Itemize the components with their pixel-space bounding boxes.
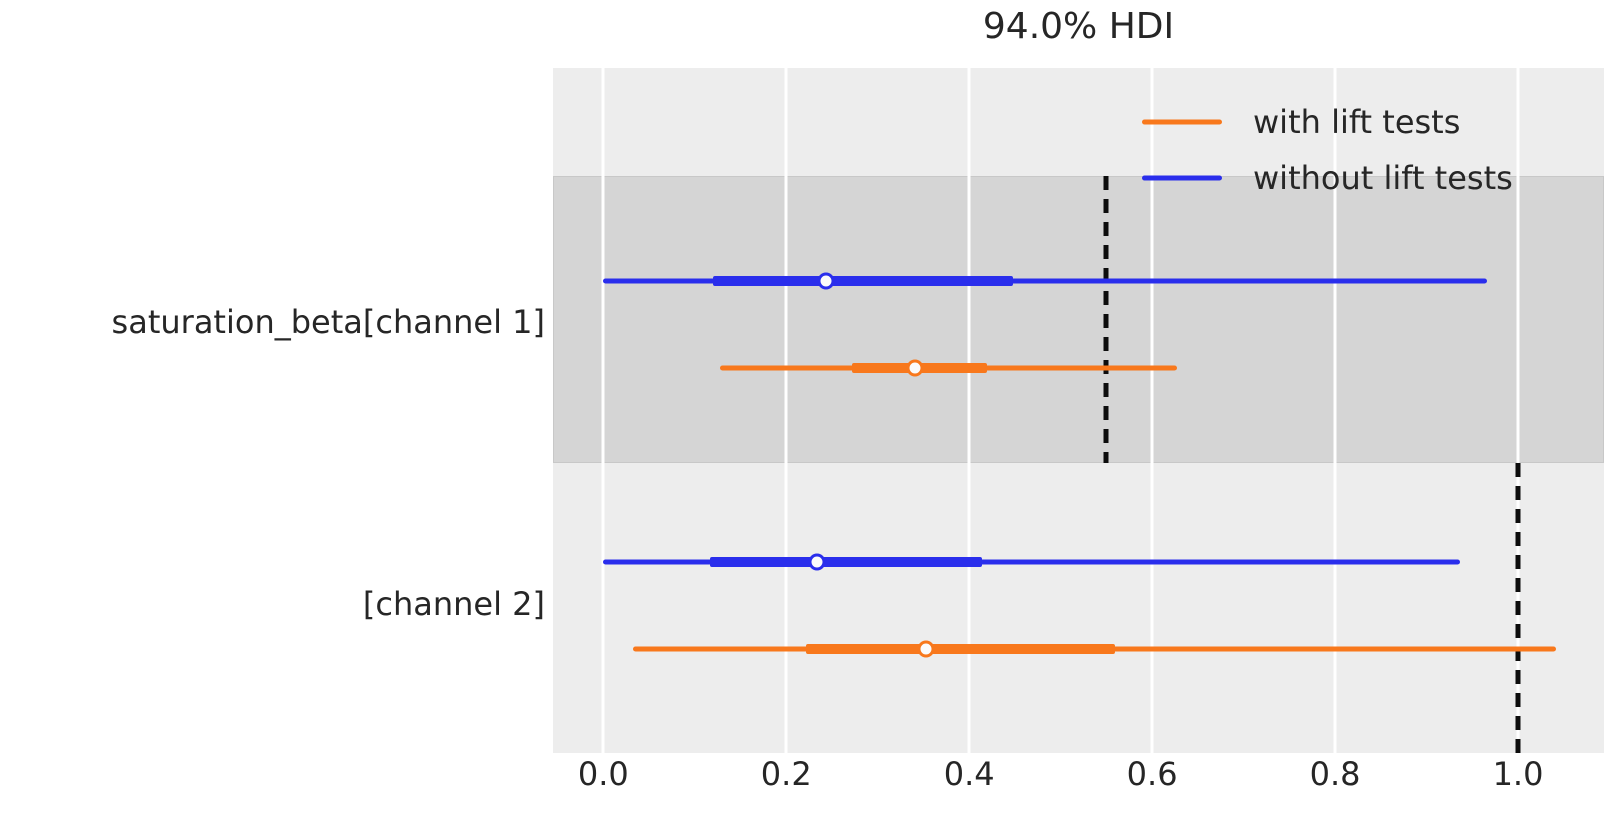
x-axis-tick-label: 0.8 — [1309, 755, 1361, 793]
x-gridline — [601, 68, 605, 753]
hdi-interval-line — [603, 559, 1461, 565]
x-axis-tick-label: 0.6 — [1126, 755, 1178, 793]
x-gridline — [1516, 68, 1520, 753]
quartile-interval-line — [713, 275, 1014, 286]
x-gridline — [784, 68, 788, 753]
x-gridline — [1150, 68, 1154, 753]
median-marker — [808, 553, 826, 571]
reference-dashed-line — [1103, 176, 1109, 463]
x-gridline — [967, 68, 971, 753]
legend-item-label: with lift tests — [1253, 103, 1461, 141]
shaded-row-band — [553, 176, 1604, 463]
median-marker — [817, 272, 835, 290]
median-marker — [917, 640, 935, 658]
legend-sample-line — [1142, 119, 1222, 125]
hdi-interval-line — [603, 278, 1487, 284]
x-axis-tick-label: 1.0 — [1492, 755, 1544, 793]
legend-sample-line — [1142, 175, 1222, 181]
quartile-interval-line — [806, 643, 1115, 654]
x-axis-tick-label: 0.0 — [577, 755, 629, 793]
legend-item-label: without lift tests — [1253, 159, 1513, 197]
y-axis-row-label: saturation_beta[channel 1] — [111, 303, 545, 341]
reference-dashed-line — [1515, 463, 1521, 753]
plot-area: with lift tests without lift tests — [553, 68, 1604, 753]
y-axis-row-label: [channel 2] — [362, 585, 545, 623]
x-axis-tick-label: 0.2 — [760, 755, 812, 793]
plot-title: 94.0% HDI — [982, 6, 1175, 47]
median-marker — [906, 359, 924, 377]
x-gridline — [1333, 68, 1337, 753]
quartile-interval-line — [710, 556, 982, 567]
x-axis-tick-label: 0.4 — [943, 755, 995, 793]
